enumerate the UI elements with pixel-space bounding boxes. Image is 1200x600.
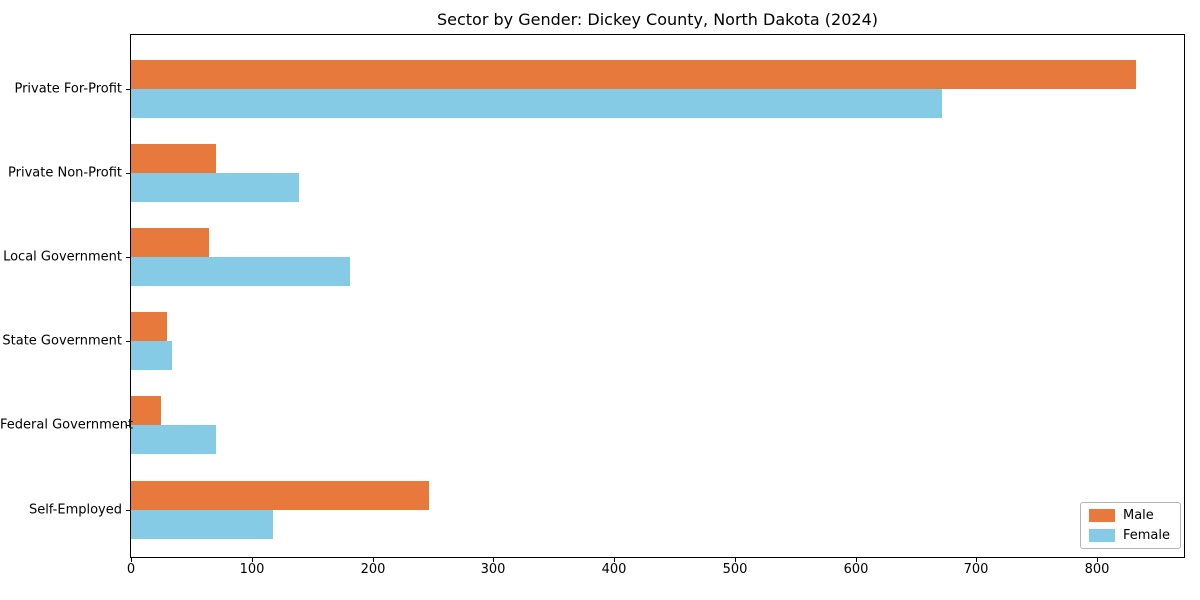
- bar-male-state-government: [131, 312, 167, 342]
- bar-female-private-non-profit: [131, 172, 299, 202]
- bar-female-federal-government: [131, 425, 216, 455]
- legend-item-female: Female: [1088, 528, 1170, 543]
- x-tick-mark-100: [252, 558, 253, 562]
- legend-label-female: Female: [1122, 528, 1170, 543]
- x-axis-label-600: 600: [843, 562, 869, 577]
- x-axis-label-500: 500: [722, 562, 748, 577]
- y-tick-mark-self-employed: [126, 510, 130, 511]
- y-axis-label-private-non-profit: Private Non-Profit: [8, 165, 122, 181]
- x-axis-label-100: 100: [239, 562, 265, 577]
- x-tick-mark-300: [493, 558, 494, 562]
- legend-item-male: Male: [1088, 508, 1170, 523]
- legend: Male Female: [1079, 502, 1181, 549]
- y-axis-label-state-government: State Government: [2, 333, 122, 349]
- chart-title: Sector by Gender: Dickey County, North D…: [436, 10, 878, 29]
- legend-label-male: Male: [1122, 508, 1154, 523]
- y-axis-label-federal-government: Federal Government: [0, 417, 134, 433]
- bar-male-federal-government: [131, 396, 161, 426]
- y-tick-mark-private-non-profit: [126, 173, 130, 174]
- x-axis-label-300: 300: [480, 562, 506, 577]
- bar-male-private-for-profit: [131, 59, 1136, 89]
- x-tick-mark-400: [614, 558, 615, 562]
- bar-male-self-employed: [131, 480, 429, 510]
- y-axis-label-self-employed: Self-Employed: [28, 502, 122, 517]
- y-tick-mark-state-government: [126, 341, 130, 342]
- plot-area: Male Female: [130, 34, 1185, 558]
- x-axis-label-200: 200: [360, 562, 386, 577]
- x-tick-mark-0: [131, 558, 132, 562]
- legend-swatch-female: [1088, 529, 1115, 542]
- bar-female-state-government: [131, 341, 172, 371]
- x-tick-mark-500: [735, 558, 736, 562]
- bar-female-local-government: [131, 256, 350, 286]
- y-axis-label-private-for-profit: Private For-Profit: [14, 81, 122, 96]
- x-tick-mark-800: [1097, 558, 1098, 562]
- y-axis-label-local-government: Local Government: [3, 249, 122, 265]
- bar-female-private-for-profit: [131, 88, 942, 118]
- bar-male-private-non-profit: [131, 143, 216, 173]
- bar-female-self-employed: [131, 509, 273, 539]
- x-tick-mark-600: [856, 558, 857, 562]
- x-tick-mark-700: [976, 558, 977, 562]
- x-tick-mark-200: [373, 558, 374, 562]
- x-axis-label-800: 800: [1084, 562, 1110, 577]
- y-tick-mark-private-for-profit: [126, 89, 130, 90]
- x-axis-label-0: 0: [126, 562, 136, 577]
- bar-male-local-government: [131, 227, 209, 257]
- y-tick-mark-federal-government: [126, 425, 130, 426]
- y-tick-mark-local-government: [126, 257, 130, 258]
- x-axis-label-700: 700: [963, 562, 989, 577]
- legend-swatch-male: [1088, 509, 1115, 522]
- x-axis-label-400: 400: [601, 562, 627, 577]
